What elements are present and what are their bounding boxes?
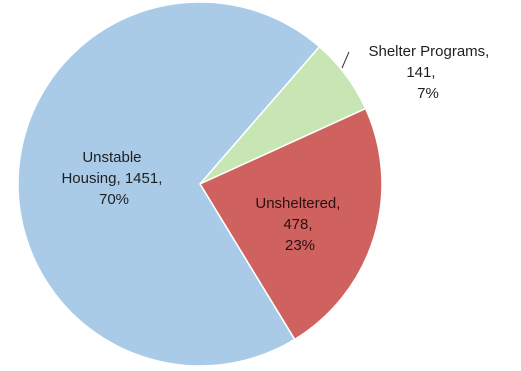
label-unsheltered: Unsheltered, 478, 23% (255, 195, 344, 254)
label-unsheltered-line-3: 23% (285, 237, 315, 254)
pie-slice-unstable-housing (17, 1, 321, 367)
label-unsheltered-line-1: Unsheltered, (255, 195, 340, 212)
pie-slice-unsheltered (198, 107, 383, 341)
label-unstable-housing-line-1: Unstable (82, 149, 141, 166)
pie-slices (17, 1, 383, 367)
label-unstable-housing: Unstable Housing, 1451, 70% (61, 149, 166, 208)
leader-line-shelter-programs (341, 51, 350, 69)
label-shelter-programs-line-3: 7% (417, 85, 439, 102)
label-unstable-housing-line-3: 70% (99, 191, 129, 208)
label-shelter-programs-line-2: 141, (406, 64, 435, 81)
label-shelter-programs-line-1: Shelter Programs, (368, 43, 489, 60)
label-unstable-housing-line-2: Housing, 1451, (61, 170, 162, 187)
label-unsheltered-line-2: 478, (283, 216, 312, 233)
label-shelter-programs: Shelter Programs, 141, 7% (368, 43, 493, 102)
